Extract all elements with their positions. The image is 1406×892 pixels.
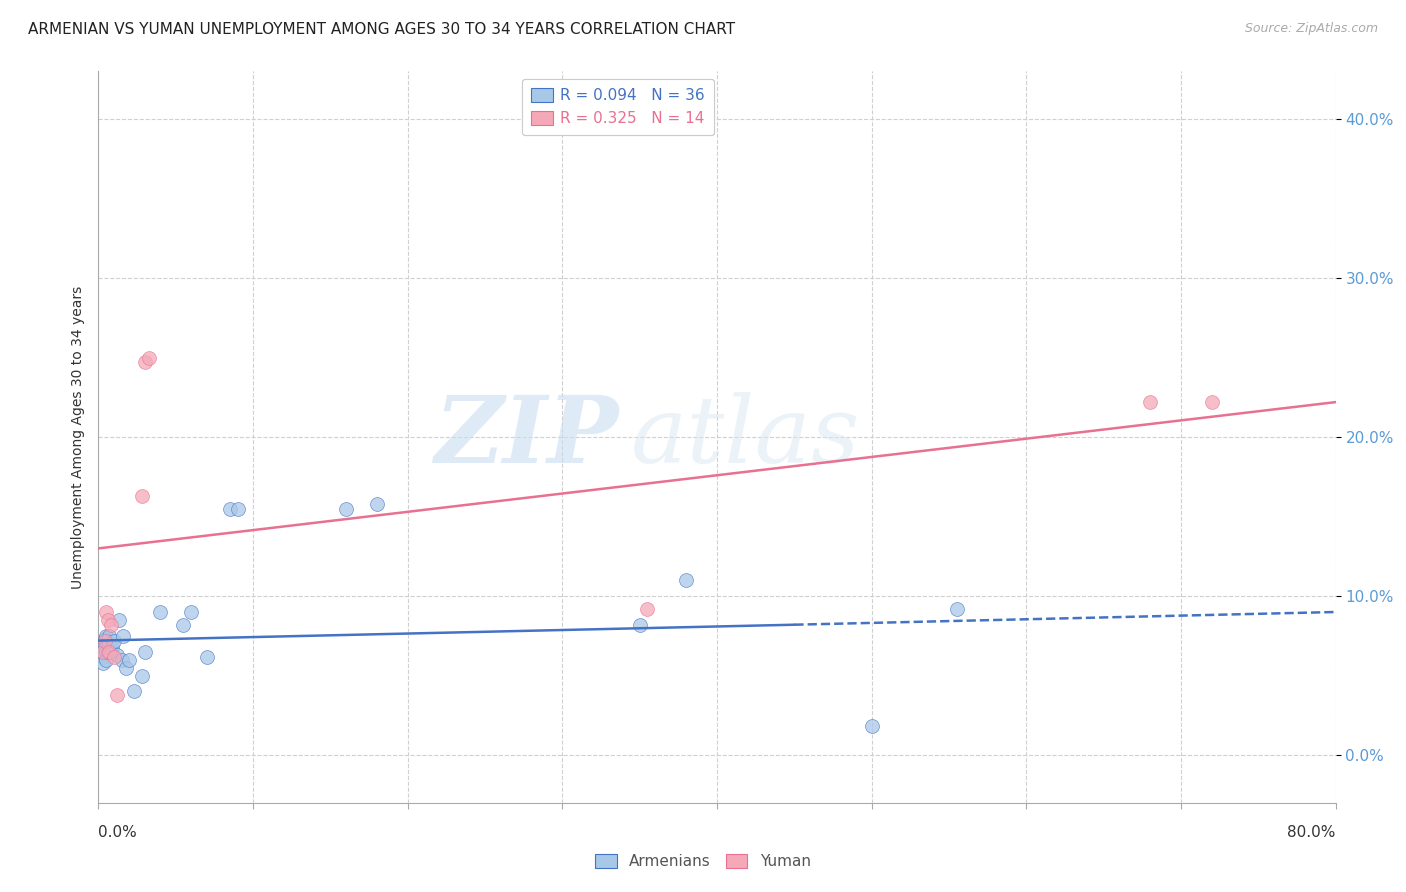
Legend: Armenians, Yuman: Armenians, Yuman bbox=[589, 848, 817, 875]
Point bbox=[107, 613, 129, 627]
Point bbox=[946, 602, 969, 616]
Point bbox=[138, 351, 160, 365]
Point bbox=[96, 653, 118, 667]
Text: Source: ZipAtlas.com: Source: ZipAtlas.com bbox=[1244, 22, 1378, 36]
Point bbox=[100, 645, 122, 659]
Point bbox=[93, 640, 115, 654]
Point bbox=[134, 355, 156, 369]
Point bbox=[134, 645, 156, 659]
Point bbox=[90, 641, 112, 656]
Point bbox=[860, 719, 883, 733]
Legend: R = 0.094   N = 36, R = 0.325   N = 14: R = 0.094 N = 36, R = 0.325 N = 14 bbox=[522, 79, 714, 135]
Point bbox=[96, 605, 118, 619]
Text: atlas: atlas bbox=[630, 392, 860, 482]
Point bbox=[103, 649, 125, 664]
Point bbox=[112, 629, 135, 643]
Point bbox=[105, 648, 128, 662]
Point bbox=[98, 629, 121, 643]
Text: 80.0%: 80.0% bbox=[1288, 825, 1336, 840]
Point bbox=[100, 617, 122, 632]
Point bbox=[97, 633, 120, 648]
Point bbox=[675, 573, 697, 587]
Point bbox=[366, 497, 388, 511]
Y-axis label: Unemployment Among Ages 30 to 34 years: Unemployment Among Ages 30 to 34 years bbox=[70, 285, 84, 589]
Point bbox=[1139, 395, 1161, 409]
Point bbox=[91, 645, 114, 659]
Point bbox=[131, 489, 153, 503]
Point bbox=[636, 602, 658, 616]
Point bbox=[98, 645, 121, 659]
Point bbox=[105, 688, 128, 702]
Point bbox=[91, 656, 114, 670]
Point bbox=[96, 629, 118, 643]
Point bbox=[335, 501, 357, 516]
Point bbox=[1201, 395, 1223, 409]
Point bbox=[96, 645, 118, 659]
Point bbox=[93, 633, 115, 648]
Point bbox=[115, 660, 138, 674]
Point bbox=[111, 653, 132, 667]
Point bbox=[628, 617, 651, 632]
Text: 0.0%: 0.0% bbox=[98, 825, 138, 840]
Point bbox=[219, 501, 242, 516]
Text: ARMENIAN VS YUMAN UNEMPLOYMENT AMONG AGES 30 TO 34 YEARS CORRELATION CHART: ARMENIAN VS YUMAN UNEMPLOYMENT AMONG AGE… bbox=[28, 22, 735, 37]
Text: ZIP: ZIP bbox=[434, 392, 619, 482]
Point bbox=[97, 645, 120, 659]
Point bbox=[103, 633, 125, 648]
Point bbox=[122, 684, 145, 698]
Point bbox=[101, 640, 124, 654]
Point bbox=[226, 501, 249, 516]
Point bbox=[172, 617, 194, 632]
Point bbox=[149, 605, 172, 619]
Point bbox=[195, 649, 218, 664]
Point bbox=[118, 653, 141, 667]
Point bbox=[180, 605, 202, 619]
Point bbox=[93, 632, 115, 646]
Point bbox=[98, 637, 121, 651]
Point bbox=[91, 649, 114, 664]
Point bbox=[97, 613, 120, 627]
Point bbox=[131, 668, 153, 682]
